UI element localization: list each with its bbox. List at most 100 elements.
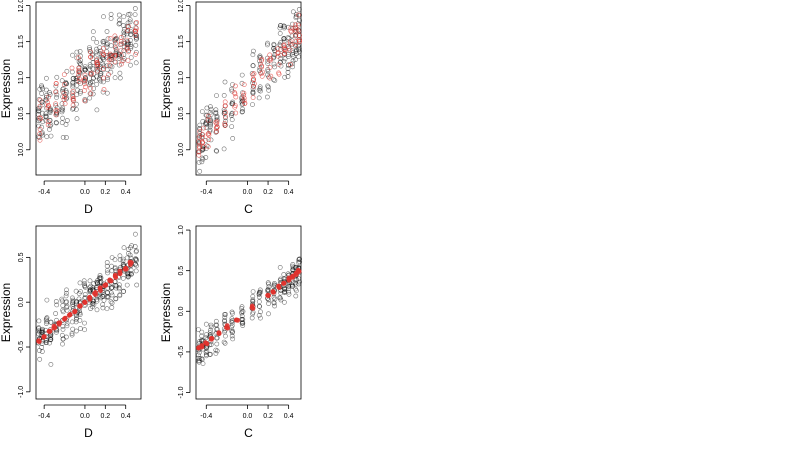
data-point xyxy=(119,41,124,47)
y-tick-label: -1.0 xyxy=(178,386,185,398)
data-point xyxy=(90,300,96,306)
data-point xyxy=(124,255,130,261)
data-point xyxy=(259,63,265,69)
data-point xyxy=(94,59,100,65)
data-point xyxy=(39,130,45,136)
data-point xyxy=(265,40,270,46)
y-tick-label: 12.0 xyxy=(18,0,25,12)
data-point xyxy=(206,130,212,136)
data-point xyxy=(281,51,287,57)
data-point xyxy=(207,118,213,123)
data-point xyxy=(70,52,75,58)
data-point xyxy=(222,103,228,109)
data-point xyxy=(97,293,102,299)
data-point xyxy=(98,275,103,281)
data-point xyxy=(133,42,139,48)
data-point xyxy=(240,309,246,314)
data-point xyxy=(45,99,50,105)
data-point xyxy=(83,75,88,80)
data-point xyxy=(101,75,106,81)
data-point xyxy=(289,21,295,27)
data-point xyxy=(120,275,126,281)
y-tick-label: 10.0 xyxy=(18,143,25,157)
data-point xyxy=(222,333,228,339)
data-point xyxy=(272,78,278,83)
data-point xyxy=(117,70,123,76)
data-point xyxy=(104,306,110,312)
data-point xyxy=(109,292,115,298)
data-point xyxy=(229,320,235,326)
data-point xyxy=(240,106,245,112)
data-point xyxy=(207,124,213,129)
data-point xyxy=(44,340,50,345)
data-point xyxy=(127,37,133,43)
data-point xyxy=(266,87,272,93)
data-point xyxy=(285,69,291,75)
y-tick-label: 10.5 xyxy=(178,107,185,121)
data-point xyxy=(293,286,298,292)
data-point xyxy=(109,300,115,306)
data-point xyxy=(277,31,283,36)
data-point xyxy=(266,74,272,80)
data-point xyxy=(239,313,245,319)
data-point xyxy=(122,266,128,272)
x-axis-label: D xyxy=(84,202,93,216)
data-point xyxy=(293,42,298,48)
data-point xyxy=(107,36,113,41)
data-point xyxy=(117,75,123,81)
data-point xyxy=(250,48,256,54)
data-point xyxy=(127,11,133,17)
data-point xyxy=(116,285,122,291)
data-point xyxy=(268,73,274,79)
data-point xyxy=(74,101,79,107)
data-point xyxy=(70,76,76,82)
data-point xyxy=(271,282,277,288)
y-tick-label: 11.5 xyxy=(178,35,185,48)
data-point xyxy=(119,58,125,64)
data-point xyxy=(113,285,119,291)
data-point xyxy=(208,112,214,117)
data-point xyxy=(296,276,301,281)
data-point xyxy=(60,336,66,342)
data-point xyxy=(91,302,97,308)
data-point xyxy=(74,55,80,61)
data-point xyxy=(230,82,235,87)
scatter-panel-top-left: -0.4 0.0 0.2 0.4 D 10.0 10.5 11.0 11.5 12.0 Expres… xyxy=(0,0,142,216)
data-point xyxy=(37,103,43,109)
data-point xyxy=(213,107,219,113)
data-point xyxy=(233,94,239,100)
x-tick-label: 0.0 xyxy=(80,189,90,196)
data-point xyxy=(196,134,202,140)
data-point xyxy=(272,303,277,309)
data-point xyxy=(88,49,94,55)
data-point xyxy=(44,87,49,93)
data-point xyxy=(121,44,127,50)
data-point xyxy=(53,299,59,304)
data-point xyxy=(77,317,83,323)
data-point xyxy=(113,282,119,288)
data-point xyxy=(76,76,82,82)
y-tick-label: 0.0 xyxy=(18,297,25,307)
data-point xyxy=(61,97,67,102)
data-point xyxy=(71,96,76,101)
data-point xyxy=(38,116,44,121)
data-point xyxy=(71,105,76,111)
data-point xyxy=(117,257,123,263)
data-point xyxy=(100,302,106,307)
data-point xyxy=(90,66,96,72)
data-point xyxy=(94,307,100,313)
data-point xyxy=(53,108,59,114)
data-point xyxy=(290,61,295,67)
data-point xyxy=(286,289,292,295)
data-point xyxy=(205,117,211,123)
data-point xyxy=(71,98,76,104)
data-point xyxy=(108,15,114,21)
data-point xyxy=(108,299,114,305)
data-point xyxy=(256,303,262,309)
data-point xyxy=(199,109,205,114)
data-point xyxy=(48,133,54,139)
data-point xyxy=(82,72,88,78)
data-point xyxy=(62,101,68,107)
data-point xyxy=(37,126,43,132)
data-point xyxy=(74,315,79,321)
